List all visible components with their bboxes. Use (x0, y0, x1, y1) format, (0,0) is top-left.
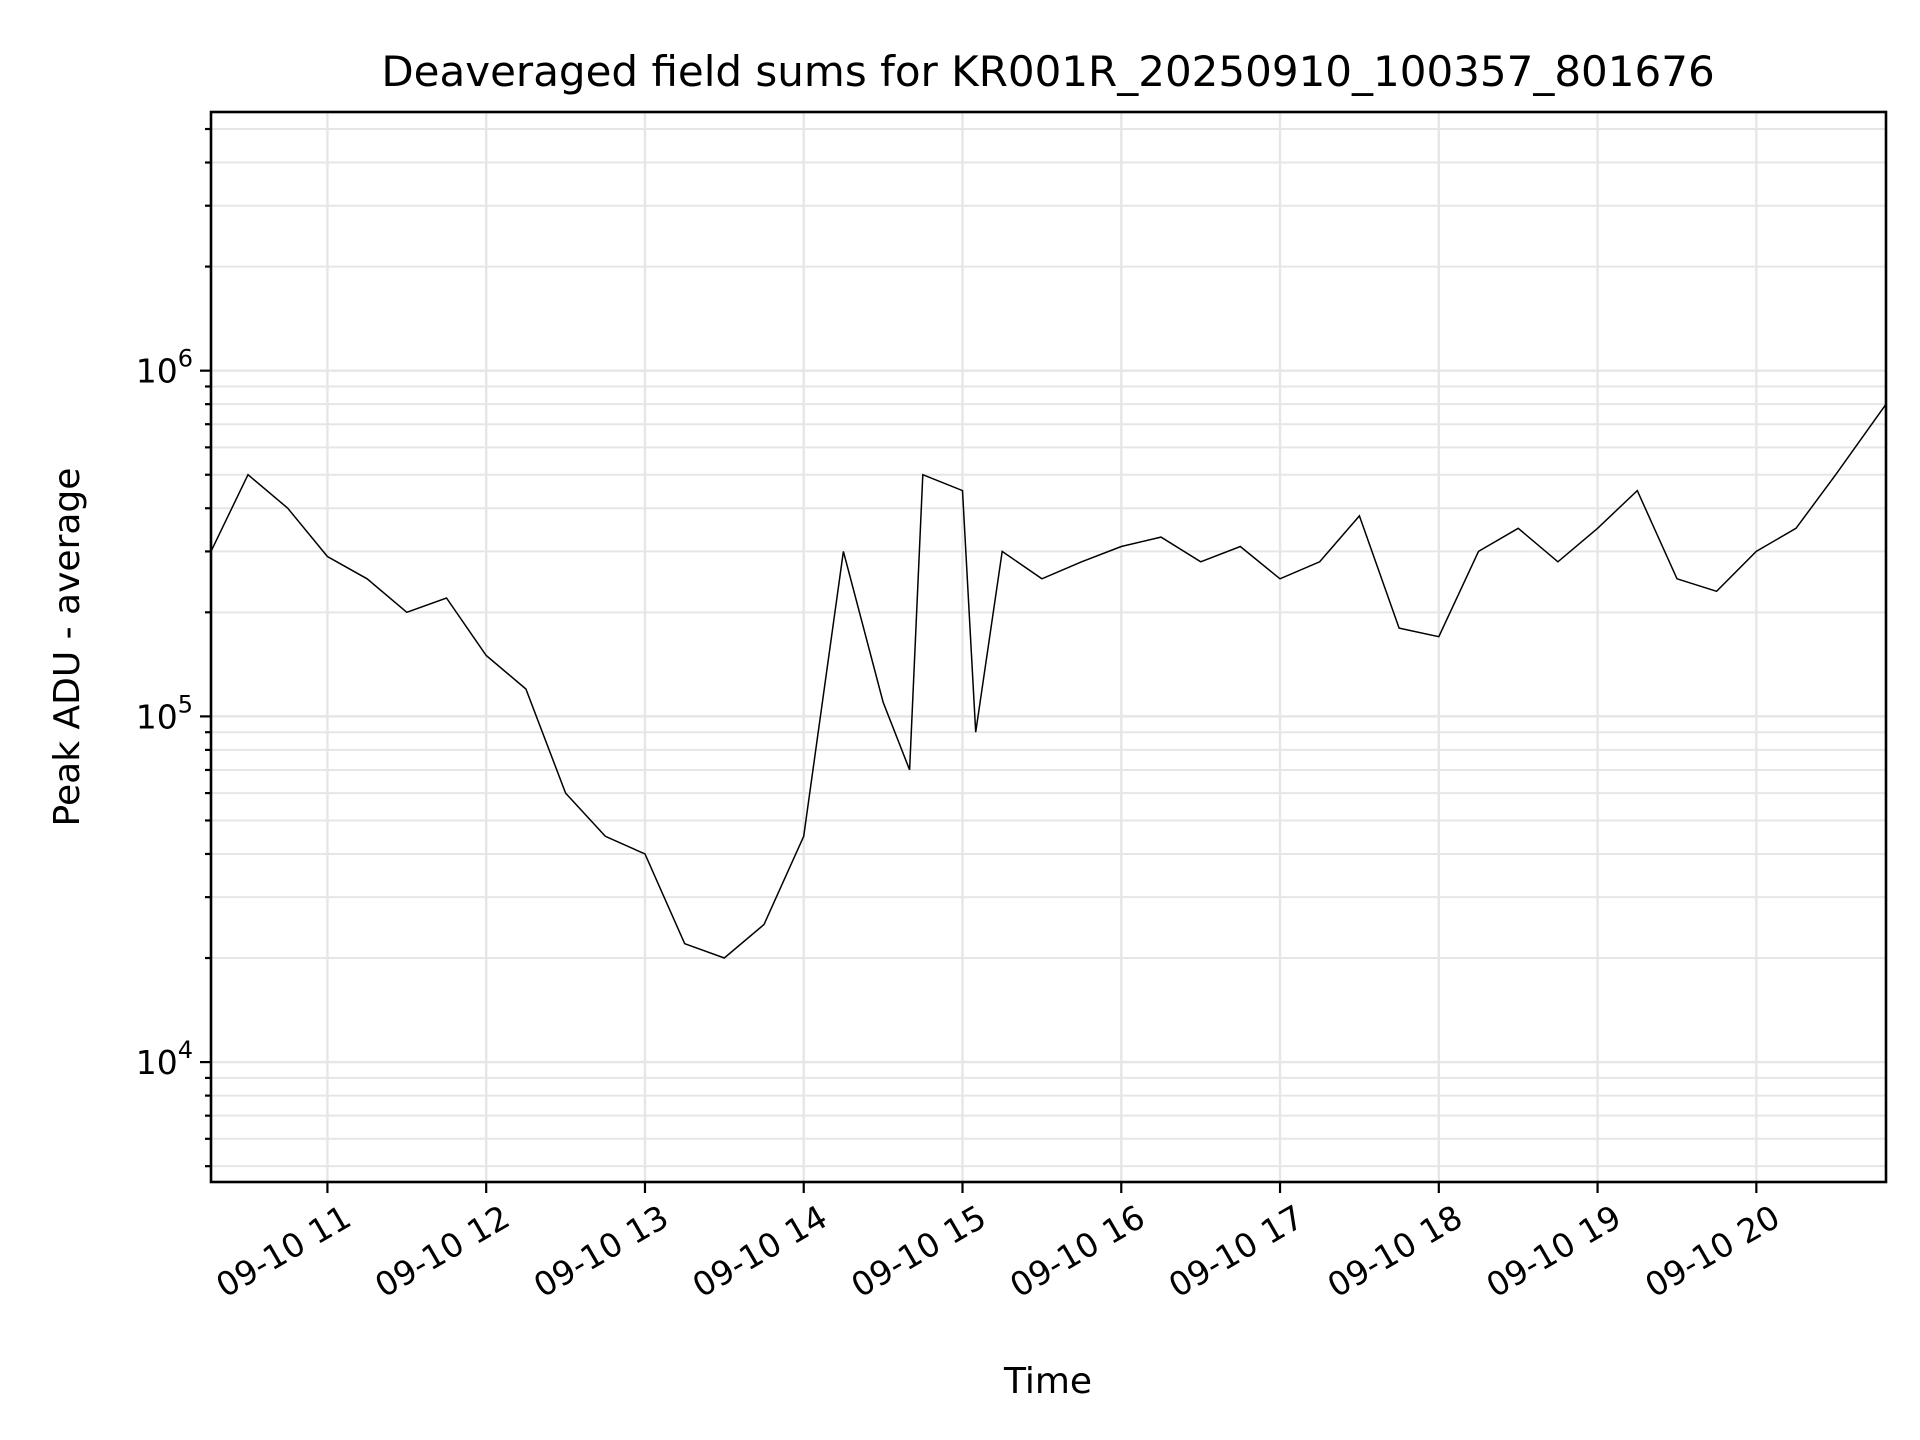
y-tick-label-base: 10 (136, 352, 178, 391)
y-tick-label-exponent: 4 (178, 1036, 193, 1064)
y-tick-label-base: 10 (136, 697, 178, 736)
x-tick-label: 09-10 18 (1321, 1197, 1469, 1305)
x-tick-label: 09-10 12 (368, 1197, 516, 1305)
x-tick-label: 09-10 15 (845, 1197, 993, 1305)
x-tick-label: 09-10 16 (1003, 1197, 1151, 1305)
x-tick-label: 09-10 14 (686, 1197, 834, 1305)
y-tick-label-base: 10 (136, 1043, 178, 1082)
y-tick-label: 105 (136, 690, 193, 736)
series-line (210, 403, 1887, 959)
y-axis-label: Peak ADU - average (47, 468, 88, 827)
plot-frame (209, 110, 1888, 1184)
x-axis-label: Time (1003, 1361, 1092, 1402)
y-tick-label: 104 (136, 1036, 193, 1082)
x-tick-label: 09-10 19 (1480, 1197, 1628, 1305)
data-series (210, 403, 1887, 959)
y-tick-label: 106 (136, 345, 193, 391)
grid-lines (211, 112, 1886, 1182)
x-tick-label: 09-10 17 (1162, 1197, 1310, 1305)
y-tick-label-exponent: 5 (178, 690, 193, 718)
x-tick-label: 09-10 20 (1638, 1197, 1786, 1305)
y-tick-label-exponent: 6 (178, 345, 193, 373)
x-tick-label: 09-10 11 (209, 1197, 357, 1305)
x-tick-label: 09-10 13 (527, 1197, 675, 1305)
chart-title: Deaveraged field sums for KR001R_2025091… (381, 47, 1714, 96)
